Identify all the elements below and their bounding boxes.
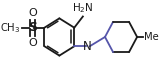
Text: CH$_3$: CH$_3$ xyxy=(0,21,21,35)
Text: O: O xyxy=(28,38,37,48)
Text: Me: Me xyxy=(144,32,159,42)
Text: H$_2$N: H$_2$N xyxy=(72,1,94,15)
Text: O: O xyxy=(28,8,37,18)
Text: N: N xyxy=(83,40,92,53)
Text: S: S xyxy=(28,21,37,34)
